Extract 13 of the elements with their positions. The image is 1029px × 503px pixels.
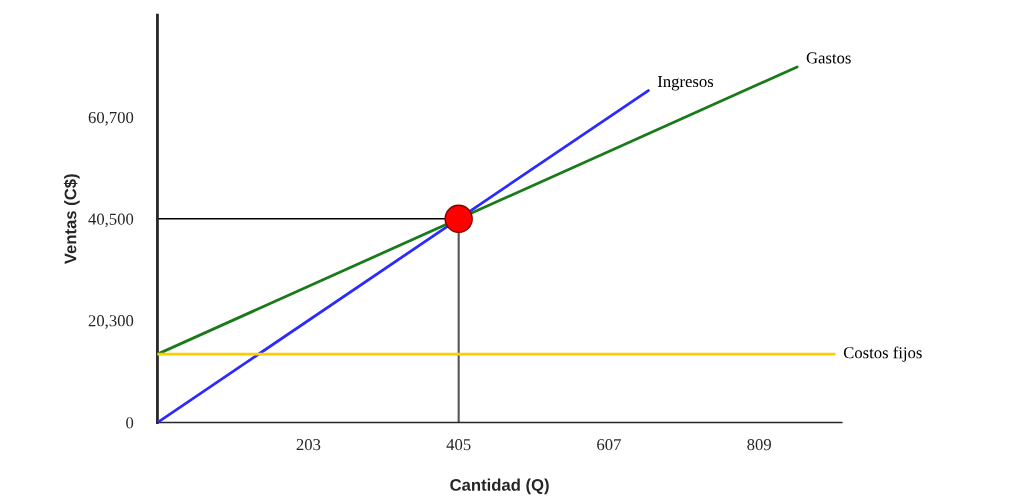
series-label: Gastos [806,52,851,64]
y-tick-label: 20,300 [88,315,134,329]
y-axis-title: Ventas (C$) [63,174,80,265]
series-label: Ingresos [657,76,714,91]
x-tick-label: 809 [747,438,771,451]
x-axis-title: Cantidad (Q) [450,478,549,495]
x-tick-label: 203 [296,438,321,451]
x-tick-label: 607 [597,438,621,451]
x-tick-label: 405 [446,438,471,451]
series-label: Costos fijos [843,346,922,362]
y-tick-label: 0 [126,417,134,429]
y-tick-label: 60,700 [88,111,134,126]
y-tick-label: 40,500 [88,213,134,228]
